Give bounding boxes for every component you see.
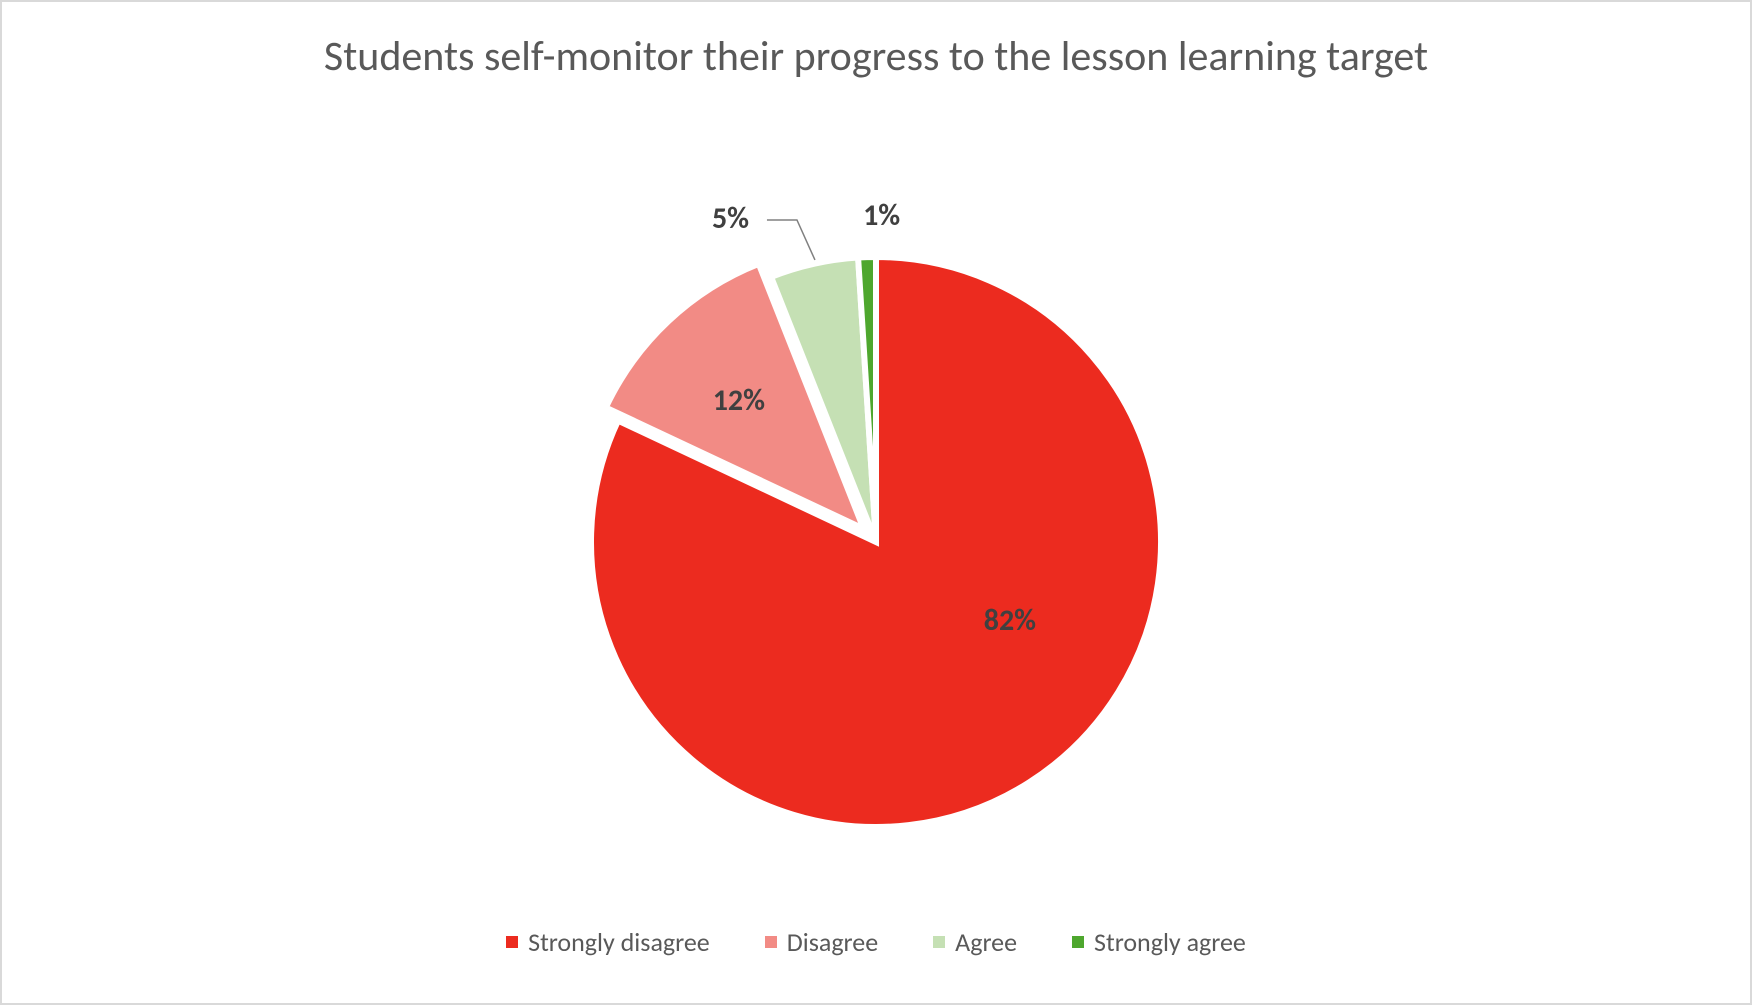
legend-item: Agree	[933, 926, 1017, 958]
legend-item: Disagree	[765, 926, 878, 958]
data-label: 5%	[712, 200, 749, 237]
legend-marker	[765, 936, 777, 948]
legend-label: Agree	[955, 926, 1017, 958]
legend-item: Strongly disagree	[506, 926, 710, 958]
legend: Strongly disagree Disagree Agree Strongly a…	[2, 926, 1750, 958]
chart-frame: Students self-monitor their progress to …	[0, 0, 1752, 1005]
legend-label: Disagree	[787, 926, 878, 958]
data-label: 1%	[863, 197, 900, 234]
legend-marker	[506, 936, 518, 948]
legend-marker	[1072, 936, 1084, 948]
legend-label: Strongly disagree	[528, 926, 710, 958]
legend-item: Strongly agree	[1072, 926, 1246, 958]
leader-line	[2, 2, 1752, 1005]
legend-marker	[933, 936, 945, 948]
legend-label: Strongly agree	[1094, 926, 1246, 958]
